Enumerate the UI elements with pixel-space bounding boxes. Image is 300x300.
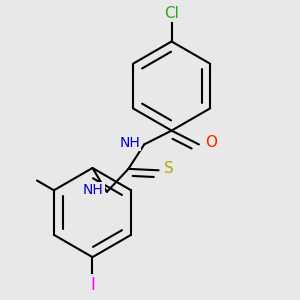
Text: S: S <box>164 161 174 176</box>
Text: I: I <box>90 276 95 294</box>
Text: NH: NH <box>119 136 140 150</box>
Text: Cl: Cl <box>164 6 179 21</box>
Text: Cl: Cl <box>164 6 179 21</box>
Text: O: O <box>205 136 217 151</box>
Text: NH: NH <box>83 183 104 197</box>
Text: NH: NH <box>83 183 104 197</box>
Text: I: I <box>90 276 95 294</box>
Text: NH: NH <box>119 136 140 150</box>
Text: O: O <box>205 136 217 151</box>
Text: S: S <box>164 161 174 176</box>
